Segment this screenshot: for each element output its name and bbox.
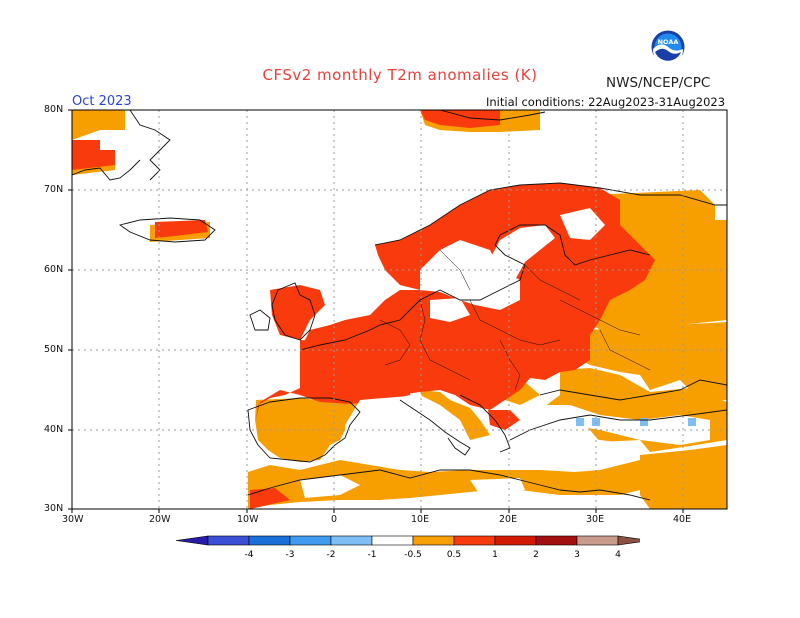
colorbar-segment xyxy=(453,535,496,546)
colorbar-tick-label: 4 xyxy=(615,550,621,560)
valid-month-label: Oct 2023 xyxy=(72,94,132,109)
colorbar-tick-label: -1 xyxy=(368,550,377,560)
colorbar-tick-label: 3 xyxy=(574,550,580,560)
lat-label-80n: 80N xyxy=(44,104,64,115)
colorbar-segment xyxy=(207,535,250,546)
initial-conditions-label: Initial conditions: 22Aug2023-31Aug2023 xyxy=(486,95,726,109)
agency-label: NWS/NCEP/CPC xyxy=(606,75,711,91)
lon-label-20e: 20E xyxy=(499,514,518,525)
lon-label-0: 0 xyxy=(331,514,338,525)
colorbar-tick-label: 2 xyxy=(533,550,539,560)
noaa-logo-text: NOAA xyxy=(658,38,679,46)
colorbar-segment xyxy=(330,535,373,546)
colorbar-segment xyxy=(289,535,332,546)
colorbar-tick-label: -4 xyxy=(245,550,254,560)
colorbar-segment xyxy=(535,535,578,546)
lon-label-20w: 20W xyxy=(149,514,171,525)
coastlines xyxy=(72,110,727,501)
colorbar-segment xyxy=(248,535,291,546)
lon-label-40e: 40E xyxy=(673,514,692,525)
colorbar-tick-label: -2 xyxy=(327,550,336,560)
lon-label-10e: 10E xyxy=(411,514,430,525)
lat-label-50n: 50N xyxy=(44,344,64,355)
colorbar-segment xyxy=(576,535,619,546)
colorbar-segment xyxy=(371,535,414,546)
colorbar-tick-label: -3 xyxy=(286,550,295,560)
country-borders xyxy=(379,249,651,391)
lat-label-30n: 30N xyxy=(44,503,64,514)
colorbar-tick-label: 1 xyxy=(492,550,498,560)
axis-ticks xyxy=(68,109,684,513)
lat-label-60n: 60N xyxy=(44,264,64,275)
colorbar-arrow-left xyxy=(175,535,209,546)
colorbar-segment xyxy=(412,535,455,546)
colorbar: -4 -3 -2 -1 -0.5 0.5 1 2 3 4 xyxy=(175,535,640,560)
noaa-logo: NOAA xyxy=(651,30,685,64)
lon-label-30e: 30E xyxy=(586,514,605,525)
colorbar-arrow-right xyxy=(617,535,640,546)
lon-label-30w: 30W xyxy=(62,514,84,525)
lon-label-10w: 10W xyxy=(237,514,259,525)
anomaly-field xyxy=(72,110,727,509)
map-frame xyxy=(71,109,728,510)
graticule xyxy=(72,110,727,509)
colorbar-tick-label: -0.5 xyxy=(404,550,422,560)
map-title: CFSv2 monthly T2m anomalies (K) xyxy=(262,66,538,84)
colorbar-tick-label: 0.5 xyxy=(447,550,461,560)
colorbar-segment xyxy=(494,535,537,546)
lat-label-70n: 70N xyxy=(44,184,64,195)
lat-label-40n: 40N xyxy=(44,424,64,435)
